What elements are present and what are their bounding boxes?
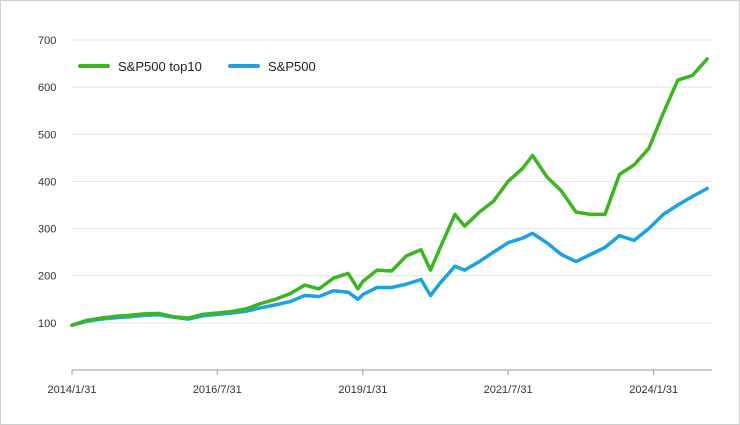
grid-lines — [72, 39, 712, 324]
legend: S&P500 top10 S&P500 — [78, 59, 316, 74]
x-tick-label: 2021/7/31 — [484, 384, 533, 396]
y-tick-label: 300 — [38, 224, 56, 236]
y-tick-label: 100 — [38, 318, 56, 330]
x-axis-ticks: 2014/1/31 2016/7/31 2019/1/31 2021/7/31 2024… — [48, 370, 678, 396]
y-tick-label: 700 — [38, 35, 56, 47]
series-line — [70, 57, 709, 327]
series-lines — [70, 57, 709, 327]
legend-label: S&P500 top10 — [118, 59, 202, 74]
legend-label: S&P500 — [268, 59, 316, 74]
x-tick-label: 2014/1/31 — [48, 384, 97, 396]
x-tick-label: 2016/7/31 — [193, 384, 242, 396]
y-tick-label: 200 — [38, 271, 56, 283]
series-line — [70, 186, 709, 327]
x-tick-label: 2019/1/31 — [338, 384, 387, 396]
x-tick-label: 2024/1/31 — [629, 384, 678, 396]
y-tick-label: 500 — [38, 129, 56, 141]
y-tick-label: 600 — [38, 82, 56, 94]
y-tick-label: 400 — [38, 176, 56, 188]
y-axis-ticks: 100 200 300 400 500 600 700 — [38, 35, 56, 330]
